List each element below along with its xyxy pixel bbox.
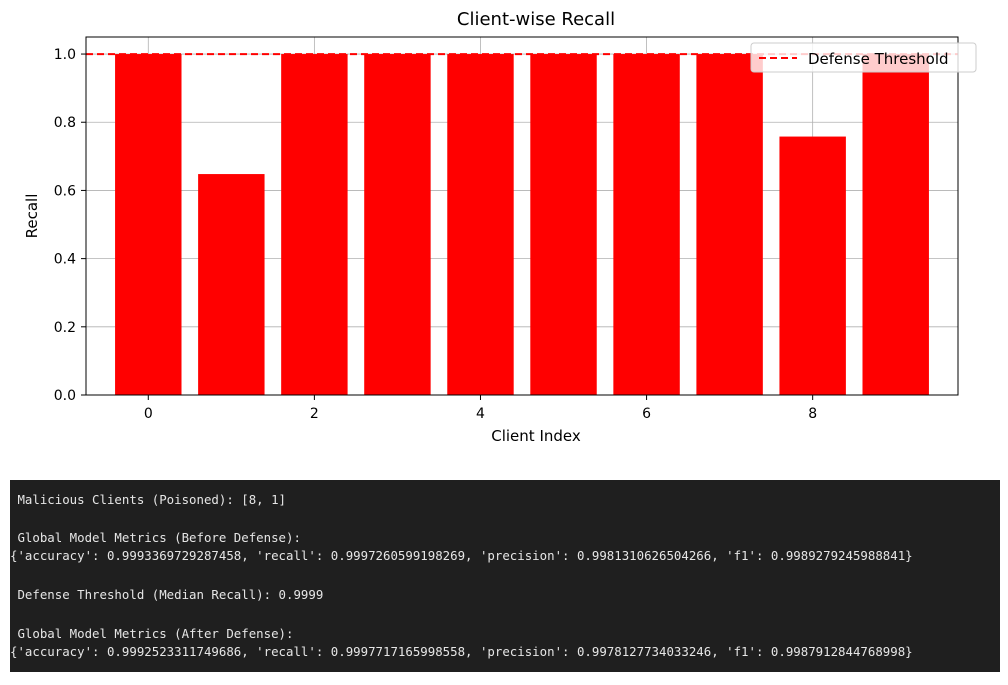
bar-client-6 [613, 54, 680, 396]
x-tick-label: 0 [144, 406, 153, 422]
y-axis-label: Recall [23, 194, 41, 239]
bar-client-4 [447, 54, 514, 396]
after-defense-heading: Global Model Metrics (After Defense): [10, 626, 294, 641]
bar-client-8 [779, 136, 846, 395]
x-tick-label: 8 [808, 406, 817, 422]
y-tick-label: 0.4 [54, 252, 76, 268]
bar-client-7 [696, 54, 763, 396]
console-output: Malicious Clients (Poisoned): [8, 1] Glo… [10, 480, 1000, 672]
bar-client-3 [364, 54, 431, 396]
y-tick-label: 0.8 [54, 115, 76, 131]
y-tick-label: 1.0 [54, 47, 76, 63]
legend-box [750, 42, 977, 73]
bar-client-0 [115, 54, 182, 396]
chart-title: Client-wise Recall [457, 9, 615, 30]
plot-frame [85, 36, 959, 396]
malicious-clients-line: Malicious Clients (Poisoned): [8, 1] [10, 492, 287, 507]
x-tick-label: 6 [642, 406, 651, 422]
bar-client-1 [198, 174, 265, 395]
x-axis-ticks: 0 2 4 6 8 [144, 395, 817, 422]
legend-threshold-label: Defense Threshold [808, 50, 949, 68]
bars [115, 54, 929, 396]
x-axis-label: Client Index [491, 427, 581, 445]
bar-client-2 [281, 54, 348, 396]
defense-threshold-line: Defense Threshold (Median Recall): 0.999… [10, 587, 324, 602]
bar-client-9 [862, 54, 929, 396]
legend: Defense Threshold [750, 42, 977, 73]
before-defense-heading: Global Model Metrics (Before Defense): [10, 530, 301, 545]
y-axis-ticks: 0.0 0.2 0.4 0.6 0.8 1.0 [54, 47, 86, 404]
y-tick-label: 0.6 [54, 183, 76, 199]
y-tick-label: 0.0 [54, 388, 76, 404]
bar-client-5 [530, 54, 597, 396]
x-tick-label: 4 [476, 406, 485, 422]
y-tick-label: 0.2 [54, 320, 76, 336]
recall-bar-chart: Client-wise Recall 0 2 4 6 8 0.0 0.2 0.4 0.6 0.8… [23, 9, 977, 445]
x-tick-label: 2 [310, 406, 319, 422]
after-defense-metrics: {'accuracy': 0.9992523311749686, 'recall… [10, 644, 913, 659]
before-defense-metrics: {'accuracy': 0.9993369729287458, 'recall… [10, 548, 913, 563]
